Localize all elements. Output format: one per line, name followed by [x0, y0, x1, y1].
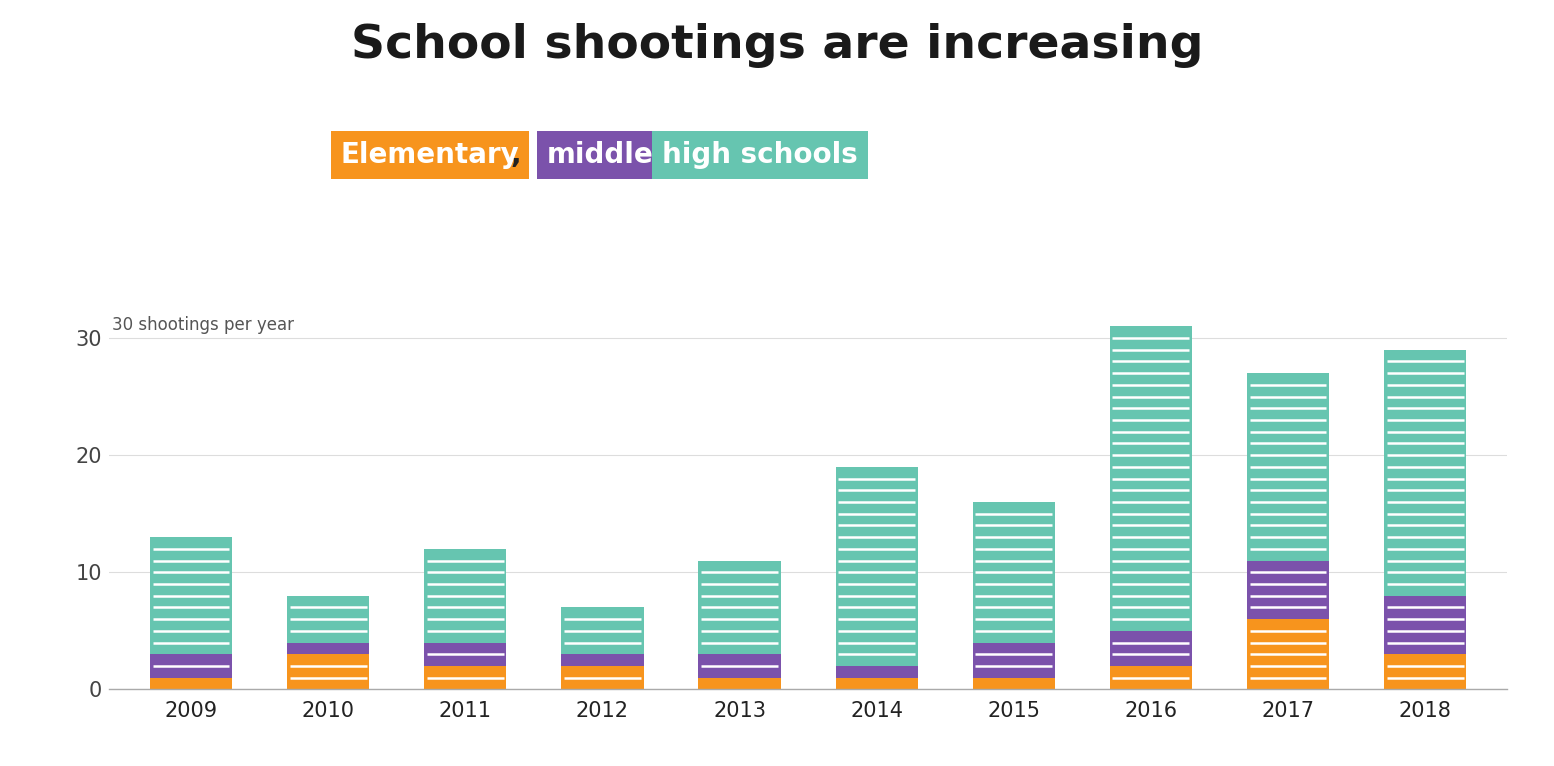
Text: and: and: [671, 141, 724, 169]
Bar: [1385, 654, 1467, 689]
Bar: [149, 537, 232, 654]
Text: middle: middle: [547, 141, 653, 169]
Bar: [424, 548, 507, 643]
Bar: [287, 596, 370, 643]
Bar: [698, 561, 780, 654]
Bar: [1246, 619, 1329, 689]
Text: School shootings are increasing: School shootings are increasing: [351, 23, 1203, 68]
Bar: [561, 607, 643, 654]
Bar: [561, 666, 643, 689]
Bar: [1246, 561, 1329, 619]
Text: high schools: high schools: [662, 141, 858, 169]
Bar: [424, 666, 507, 689]
Bar: [1110, 666, 1192, 689]
Bar: [836, 466, 918, 666]
Bar: [1246, 373, 1329, 561]
Bar: [698, 678, 780, 689]
Bar: [698, 654, 780, 678]
Text: Elementary: Elementary: [340, 141, 519, 169]
Bar: [1385, 596, 1467, 654]
Text: 30 shootings per year: 30 shootings per year: [112, 316, 294, 335]
Bar: [836, 678, 918, 689]
Text: ,: ,: [510, 141, 521, 169]
Bar: [149, 678, 232, 689]
Bar: [1110, 631, 1192, 666]
Bar: [287, 643, 370, 654]
Bar: [149, 654, 232, 678]
Bar: [1385, 349, 1467, 596]
Bar: [973, 678, 1055, 689]
Bar: [1110, 326, 1192, 631]
Bar: [973, 502, 1055, 643]
Bar: [424, 643, 507, 666]
Bar: [973, 643, 1055, 678]
Bar: [561, 654, 643, 666]
Bar: [287, 654, 370, 689]
Bar: [836, 666, 918, 678]
